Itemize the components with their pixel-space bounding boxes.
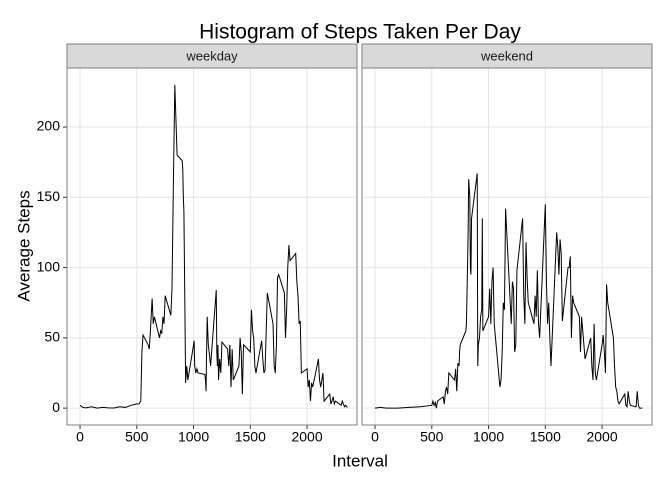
x-tick-label: 1500 (235, 429, 266, 445)
x-tick-label: 0 (76, 429, 84, 445)
x-tick-label: 1000 (178, 429, 209, 445)
panel-background (67, 68, 357, 425)
y-tick-label: 150 (37, 188, 61, 204)
panel-border (361, 67, 653, 426)
x-tick-label: 2000 (291, 429, 322, 445)
x-tick-label: 500 (420, 429, 444, 445)
x-tick-label: 1000 (473, 429, 504, 445)
strip (66, 43, 358, 69)
y-tick-label: 50 (44, 329, 60, 345)
line (79, 84, 348, 409)
chart-title: Histogram of Steps Taken Per Day (199, 21, 521, 44)
y-axis-label: Average Steps (14, 190, 33, 301)
line (374, 173, 643, 409)
strip (361, 43, 653, 69)
x-tick-label: 0 (371, 429, 379, 445)
panel-border (66, 67, 358, 426)
y-tick-label: 200 (37, 118, 61, 134)
x-axis-label: Interval (332, 451, 388, 470)
x-tick-label: 500 (125, 429, 149, 445)
x-tick-label: 1500 (530, 429, 561, 445)
x-tick-label: 2000 (586, 429, 617, 445)
strip-label: weekday (185, 48, 238, 63)
strip-label: weekend (480, 48, 533, 63)
y-tick-label: 100 (37, 258, 61, 274)
y-tick-label: 0 (52, 399, 60, 415)
